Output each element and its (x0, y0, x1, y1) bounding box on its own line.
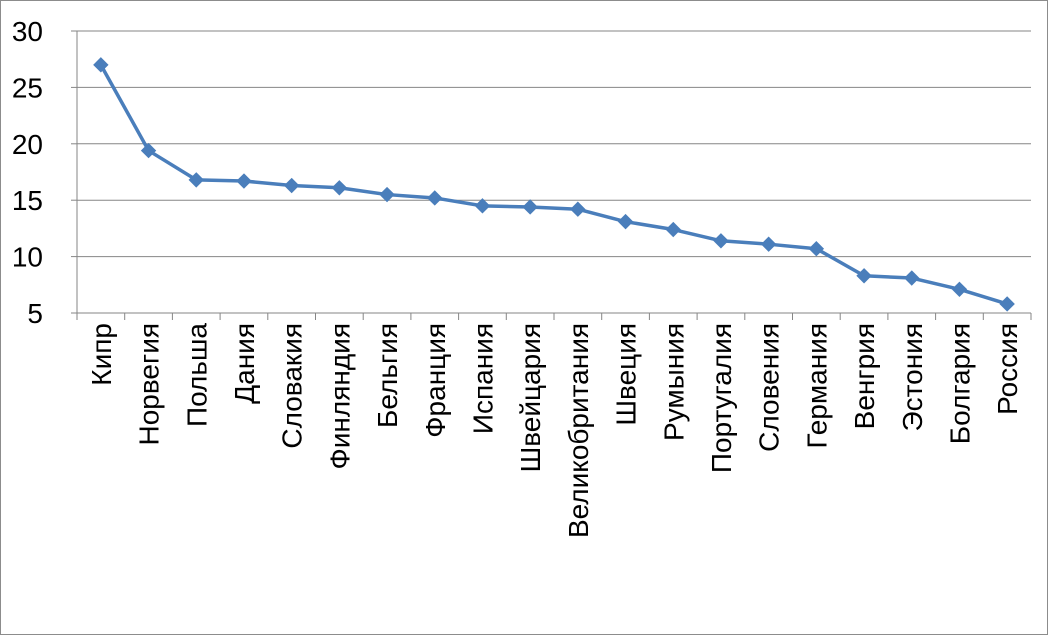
category-label: Словения (754, 323, 785, 452)
category-label: Румыния (658, 323, 689, 441)
data-point-0 (93, 57, 109, 73)
data-point-4 (283, 177, 300, 194)
category-label: Кипр (86, 323, 117, 386)
data-point-17 (904, 270, 920, 286)
y-tick-label: 20 (12, 129, 43, 160)
category-label: Швейцария (515, 323, 546, 472)
category-label: Испания (467, 323, 498, 434)
data-point-13 (713, 233, 729, 249)
data-point-15 (808, 240, 825, 257)
y-tick-label: 10 (12, 242, 43, 273)
category-label: Польша (181, 323, 212, 427)
data-point-8 (474, 198, 491, 214)
data-point-5 (331, 180, 348, 196)
data-point-9 (522, 199, 538, 215)
data-point-3 (236, 173, 252, 189)
data-point-14 (760, 236, 777, 252)
category-label: Бельгия (372, 323, 403, 428)
category-label: Финляндия (324, 323, 355, 470)
data-point-1 (140, 142, 157, 159)
y-tick-label: 15 (12, 185, 43, 216)
category-label: Болгария (944, 323, 975, 444)
category-label: Венгрия (849, 323, 880, 429)
data-point-16 (856, 268, 872, 284)
data-point-7 (427, 190, 443, 206)
data-point-18 (951, 281, 968, 298)
category-label: Германия (801, 323, 832, 449)
data-point-10 (570, 201, 586, 217)
category-label: Норвегия (134, 323, 165, 446)
category-label: Франция (420, 323, 451, 438)
data-point-12 (665, 221, 681, 238)
data-point-11 (617, 213, 634, 230)
category-label: Швеция (611, 323, 642, 426)
category-label: Словакия (277, 323, 308, 449)
y-tick-label: 25 (12, 72, 43, 103)
category-label: Россия (992, 323, 1023, 415)
data-point-6 (379, 186, 395, 203)
category-label: Португалия (706, 323, 737, 473)
data-point-19 (999, 296, 1015, 312)
category-label: Эстония (897, 323, 928, 431)
series-line (99, 63, 1008, 306)
y-tick-label: 30 (12, 16, 43, 47)
data-point-2 (188, 172, 204, 188)
y-tick-label: 5 (27, 298, 43, 329)
category-label: Дания (229, 323, 260, 404)
category-label: Великобритания (563, 323, 594, 538)
